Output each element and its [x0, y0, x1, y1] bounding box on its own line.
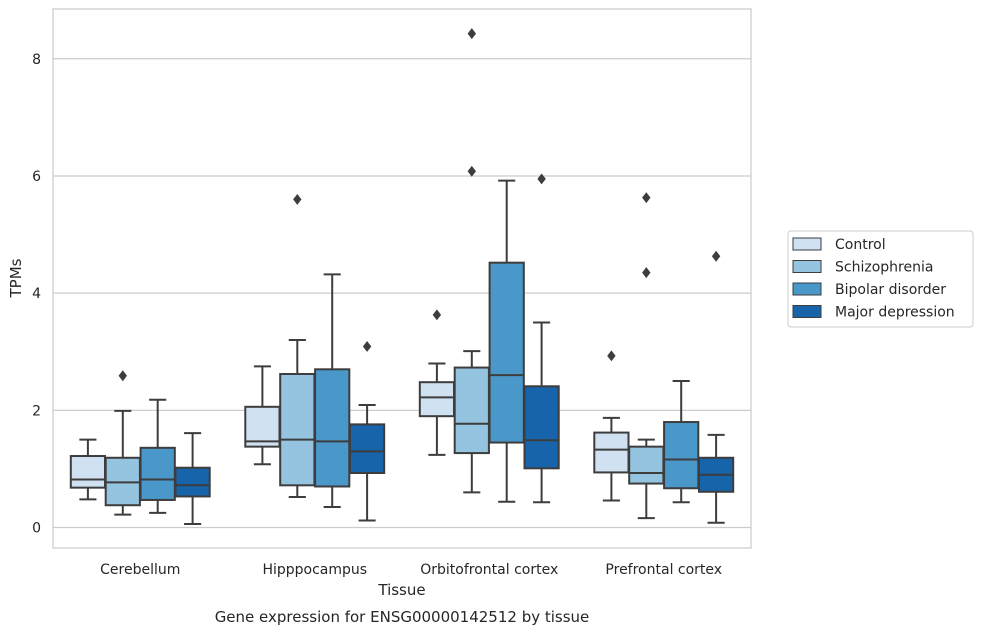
box-orbitofrontal-cortex-bipolar-disorder — [488, 179, 525, 503]
x-tick-label-orbitofrontal-cortex: Orbitofrontal cortex — [420, 562, 558, 578]
box-hipppocampus-schizophrenia — [279, 193, 316, 499]
box-body — [279, 372, 316, 487]
x-axis-label: Tissue — [377, 581, 425, 599]
box-body — [244, 405, 281, 448]
y-tick-label: 0 — [32, 520, 41, 536]
box-hipppocampus-control — [244, 365, 281, 466]
legend-swatch — [792, 260, 822, 273]
box-body — [593, 431, 630, 474]
legend-swatch — [792, 305, 822, 318]
outlier-point — [467, 165, 476, 177]
legend-label: Bipolar disorder — [835, 282, 946, 298]
outlier-point — [362, 341, 372, 352]
box-prefrontal-cortex-major-depression — [697, 250, 735, 524]
box-body — [69, 455, 107, 489]
outlier-point — [711, 250, 721, 262]
box-cerebellum-schizophrenia — [104, 370, 141, 516]
legend-item-schizophrenia: Schizophrenia — [792, 260, 933, 276]
outlier-point — [432, 309, 442, 321]
x-tick-label-prefrontal-cortex: Prefrontal cortex — [605, 562, 722, 578]
x-tick-labels: Cerebellum Hipppocampus Orbitofrontal cort… — [100, 562, 722, 578]
legend-label: Schizophrenia — [835, 260, 933, 276]
outlier-point — [537, 173, 546, 185]
box-body — [453, 366, 490, 455]
outlier-point — [118, 370, 127, 382]
plot-frame — [52, 8, 752, 549]
y-tick-labels: 0 2 4 6 8 — [32, 52, 41, 537]
y-tick-label: 6 — [32, 169, 41, 185]
legend-item-major-depression: Major depression — [792, 305, 955, 321]
box-cerebellum-bipolar-disorder — [139, 398, 176, 514]
box-body — [139, 446, 176, 501]
y-axis-label: TPMs — [7, 258, 25, 298]
outlier-point — [642, 267, 651, 279]
y-tick-label: 4 — [32, 286, 41, 302]
box-body — [628, 445, 665, 485]
box-body — [418, 381, 456, 418]
box-body — [663, 421, 700, 490]
outlier-point — [467, 28, 476, 40]
y-tick-label: 2 — [32, 403, 41, 419]
legend: Control Schizophrenia Bipolar disorder Majo… — [787, 230, 974, 328]
legend-item-bipolar-disorder: Bipolar disorder — [792, 282, 946, 298]
legend-label: Major depression — [835, 305, 955, 321]
legend-label: Control — [835, 237, 886, 253]
box-orbitofrontal-cortex-schizophrenia — [453, 28, 490, 494]
outlier-point — [607, 350, 616, 362]
box-body — [348, 423, 386, 475]
box-groups — [69, 28, 735, 525]
box-body — [488, 261, 525, 444]
outlier-point — [642, 192, 651, 204]
legend-box — [787, 230, 974, 328]
box-prefrontal-cortex-bipolar-disorder — [663, 380, 700, 504]
legend-item-control: Control — [792, 237, 886, 253]
gridlines — [53, 58, 751, 529]
box-cerebellum-major-depression — [174, 432, 211, 525]
y-tick-label: 8 — [32, 52, 41, 68]
box-hipppocampus-major-depression — [348, 341, 386, 522]
box-body — [523, 385, 560, 470]
legend-swatch — [792, 282, 822, 296]
chart-caption: Gene expression for ENSG00000142512 by t… — [215, 608, 590, 626]
x-tick-label-hipppocampus: Hipppocampus — [262, 562, 367, 578]
outlier-point — [293, 193, 302, 205]
box-body — [314, 368, 351, 488]
legend-swatch — [792, 237, 822, 251]
box-prefrontal-cortex-control — [593, 350, 630, 502]
x-tick-label-cerebellum: Cerebellum — [100, 562, 180, 578]
box-cerebellum-control — [69, 438, 107, 501]
box-body — [174, 466, 211, 498]
box-orbitofrontal-cortex-major-depression — [523, 173, 560, 504]
